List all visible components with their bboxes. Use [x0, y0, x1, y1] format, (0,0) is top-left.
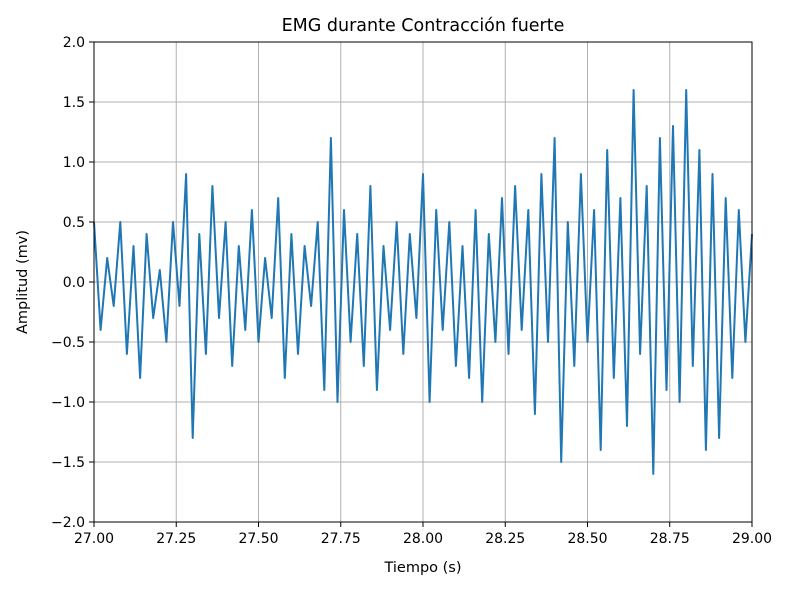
y-tick-label: −1.5 — [51, 455, 85, 471]
x-tick-label: 27.75 — [321, 531, 361, 547]
series-layer — [93, 89, 753, 475]
y-tick-label: 0.0 — [63, 275, 85, 291]
y-tick-label: 2.0 — [63, 35, 85, 51]
x-tick-label: 28.50 — [567, 531, 607, 547]
x-tick-label: 27.50 — [238, 531, 278, 547]
y-tick-label: −1.0 — [51, 395, 85, 411]
y-tick-label: −0.5 — [51, 335, 85, 351]
y-tick-label: 0.5 — [63, 215, 85, 231]
y-tick-label: 1.5 — [63, 95, 85, 111]
ticks: 27.00 27.25 27.50 27.75 28.00 28.25 28.50 28.75… — [51, 35, 772, 547]
x-axis-title: Tiempo (s) — [383, 560, 461, 576]
x-tick-label: 27.25 — [156, 531, 196, 547]
x-tick-label: 28.75 — [650, 531, 690, 547]
y-axis-title: Amplitud (mv) — [15, 230, 31, 334]
y-tick-label: 1.0 — [63, 155, 85, 171]
chart-title: EMG durante Contracción fuerte — [282, 16, 565, 36]
x-tick-label: 27.00 — [74, 531, 114, 547]
emg-series-line — [93, 89, 753, 475]
x-tick-label: 29.00 — [732, 531, 772, 547]
x-tick-label: 28.00 — [403, 531, 443, 547]
y-tick-label: −2.0 — [51, 515, 85, 531]
x-tick-label: 28.25 — [485, 531, 525, 547]
